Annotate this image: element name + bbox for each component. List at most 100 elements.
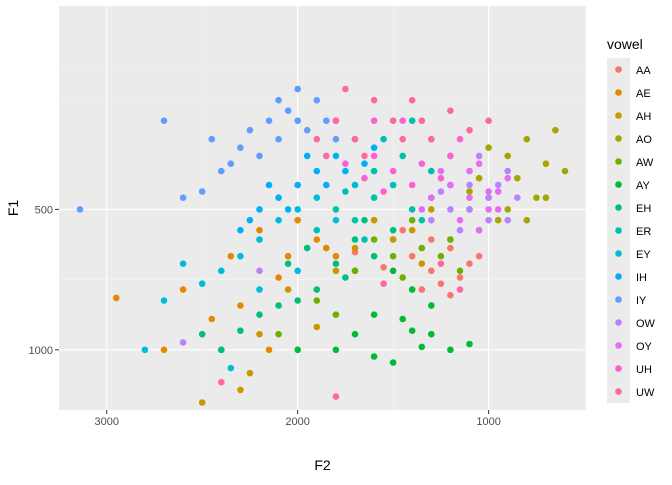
x-tick-label: 1000 (476, 416, 500, 428)
data-point-oy (485, 188, 492, 195)
data-point-uw (370, 96, 378, 104)
data-point-ih (256, 206, 263, 213)
data-point-ae (332, 252, 340, 260)
data-point-iy (284, 107, 292, 114)
legend-label: EY (636, 249, 651, 261)
data-point-aa (408, 252, 416, 260)
data-point-ih (342, 167, 349, 175)
data-point-ey (227, 364, 235, 372)
data-point-eh (351, 236, 359, 243)
data-point-iy (208, 135, 216, 143)
data-point-ae (179, 286, 187, 293)
data-point-ow (475, 152, 483, 160)
data-point-ao (523, 216, 531, 224)
legend-marker-ay (615, 181, 622, 188)
data-point-ay (418, 343, 426, 351)
legend-label: IH (636, 272, 647, 284)
data-point-uw (485, 117, 492, 124)
data-point-eh (294, 297, 302, 304)
data-point-ey (351, 181, 359, 189)
data-point-ao (523, 135, 531, 143)
data-point-ey (141, 346, 149, 354)
data-point-ay (408, 286, 416, 293)
data-point-uh (437, 174, 445, 182)
data-point-iy (294, 85, 302, 93)
data-point-aa (428, 267, 435, 275)
data-point-er (389, 181, 397, 189)
data-point-iy (256, 152, 263, 160)
data-point-iy (76, 206, 84, 213)
data-point-ay (399, 315, 407, 323)
data-point-ah (313, 323, 321, 331)
data-point-ay (389, 267, 397, 275)
data-point-oy (418, 206, 426, 213)
data-point-ey (294, 267, 302, 275)
data-point-eh (342, 274, 349, 281)
data-point-oy (456, 216, 464, 224)
data-point-ah (284, 286, 292, 293)
data-point-uw (447, 107, 454, 114)
data-point-ih (237, 226, 244, 234)
data-point-uh (399, 117, 407, 124)
data-point-iy (179, 194, 187, 201)
data-point-ah (351, 244, 359, 252)
data-point-ay (428, 302, 435, 309)
data-point-ao (561, 167, 569, 175)
legend-marker-aw (615, 158, 622, 165)
data-point-iy (313, 96, 321, 104)
data-point-er (399, 152, 407, 160)
data-point-iy (303, 126, 311, 134)
data-point-ey (179, 260, 187, 268)
data-point-ao (504, 206, 512, 213)
data-point-ao (552, 126, 559, 134)
data-point-er (428, 167, 435, 175)
data-point-ow (466, 206, 473, 213)
data-point-uh (370, 117, 378, 124)
data-point-ah (237, 386, 244, 394)
data-point-oy (504, 174, 512, 182)
legend-label: AA (636, 65, 651, 77)
data-point-uh (389, 167, 397, 175)
data-point-ow (447, 206, 454, 213)
data-point-aa (456, 274, 464, 281)
data-point-uh (408, 181, 416, 189)
data-point-eh (198, 330, 206, 338)
legend-label: EH (636, 203, 651, 215)
legend-marker-uh (615, 365, 622, 372)
data-point-ih (246, 216, 254, 224)
data-point-ow (428, 216, 435, 224)
data-point-ih (323, 181, 330, 189)
data-point-aa (380, 264, 387, 271)
legend-marker-ae (615, 89, 622, 96)
data-point-aa (437, 280, 445, 288)
data-point-ow (485, 194, 492, 201)
data-point-ih (275, 194, 282, 201)
data-point-aa (447, 291, 454, 299)
data-point-aw (332, 311, 340, 319)
data-point-oy (428, 194, 435, 201)
data-point-iy (275, 135, 282, 143)
data-point-aa (466, 260, 473, 268)
data-point-iy (160, 117, 168, 124)
data-point-eh (313, 286, 321, 293)
y-tick-label: 500 (35, 204, 53, 216)
data-point-uh (370, 152, 378, 160)
data-point-aw (351, 267, 359, 275)
data-point-uw (342, 85, 349, 93)
legend-label: UH (636, 364, 652, 376)
data-point-uw (399, 135, 407, 143)
data-point-ow (485, 216, 492, 224)
legend-marker-uw (615, 388, 622, 395)
legend-label: UW (636, 387, 655, 399)
data-point-eh (218, 346, 225, 354)
data-point-uw (380, 280, 387, 288)
data-point-er (370, 194, 378, 201)
axes: 3000 2000 1000 500 1000 F2 F1 (5, 200, 501, 473)
data-point-ah (332, 267, 340, 275)
data-point-uh (447, 152, 454, 160)
data-point-ah (370, 216, 378, 224)
data-point-uh (361, 174, 368, 182)
data-point-uh (456, 135, 464, 143)
data-point-ih (313, 167, 321, 175)
